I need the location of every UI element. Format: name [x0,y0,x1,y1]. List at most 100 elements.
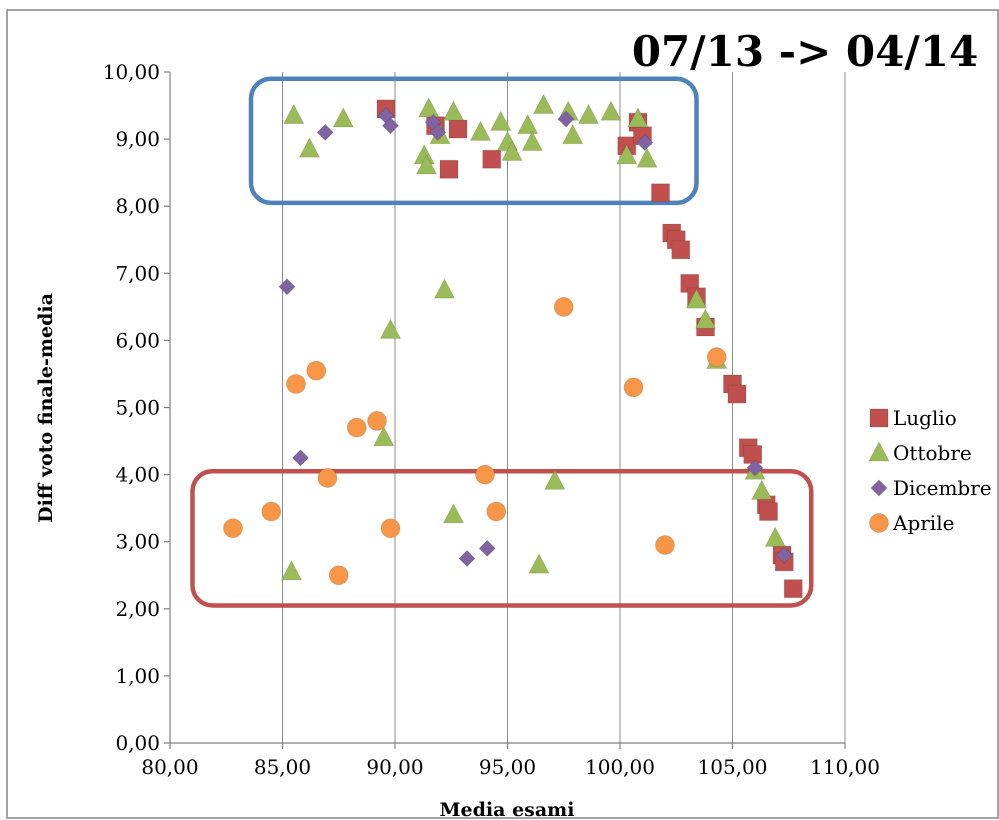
data-point-ottobre [627,107,649,128]
y-tick-label: 7,00 [115,261,160,285]
data-point-ottobre [532,93,555,114]
data-point-dicembre [316,123,334,141]
data-point-ottobre [332,107,354,128]
data-point-dicembre [429,123,447,141]
x-tick-label: 110,00 [810,755,880,779]
data-point-luglio [759,502,778,521]
y-axis-title: Diff voto finale-media [35,293,57,523]
data-point-ottobre [685,288,708,309]
legend-label-aprile: Aprile [892,511,954,535]
x-axis-title: Media esami [440,799,575,820]
data-point-aprile [367,411,387,431]
data-point-ottobre [694,308,717,329]
data-point-ottobre [469,120,492,141]
grid-lines [282,72,846,743]
data-point-dicembre [775,546,793,564]
data-point-ottobre [298,137,321,158]
y-tick-label: 5,00 [115,396,160,420]
data-point-aprile [475,464,495,485]
data-point-ottobre [544,469,566,490]
data-point-aprile [223,518,243,539]
y-tick-label: 10,00 [103,60,160,84]
data-point-ottobre [600,100,622,121]
x-tick-label: 100,00 [585,755,655,779]
data-point-aprile [553,296,574,317]
data-point-luglio [439,159,459,179]
y-tick-label: 6,00 [115,328,160,352]
x-tick-label: 90,00 [366,755,423,779]
data-point-ottobre [433,278,456,299]
y-tick-label: 9,00 [115,127,160,151]
data-point-dicembre [478,539,496,557]
data-point-dicembre [746,459,764,477]
data-point-aprile [306,360,327,381]
data-point-dicembre [458,549,476,568]
y-tick-label: 0,00 [115,731,160,755]
data-point-aprile [486,501,507,522]
legend-marker-ottobre [868,441,890,462]
data-point-dicembre [291,449,310,467]
legend-marker-aprile [869,513,889,533]
data-point-ottobre [764,526,786,547]
data-point-ottobre [418,97,440,118]
data-point-dicembre [636,133,654,152]
legend-marker-dicembre [870,479,888,497]
data-point-aprile [328,565,349,586]
x-tick-label: 85,00 [254,755,311,779]
x-tick-label: 95,00 [479,755,536,779]
data-point-ottobre [562,123,584,145]
data-point-dicembre [381,117,400,135]
legend-marker-luglio [869,408,889,428]
legend-label-ottobre: Ottobre [893,441,972,465]
legend-label-luglio: Luglio [893,406,957,430]
data-point-ottobre [373,425,395,447]
data-point-aprile [317,468,338,488]
data-point-ottobre [636,147,658,168]
legend-label-dicembre: Dicembre [893,476,992,500]
data-point-ottobre [501,140,523,161]
y-tick-label: 2,00 [115,597,160,621]
data-point-luglio [482,149,502,169]
data-point-ottobre [415,154,438,175]
data-point-luglio [727,384,747,404]
data-point-ottobre [280,560,303,581]
data-point-ottobre [517,113,539,135]
data-point-ottobre [442,100,465,121]
data-point-ottobre [528,553,550,574]
y-tick-label: 4,00 [115,463,160,487]
data-point-aprile [706,347,727,368]
y-tick-label: 8,00 [115,194,160,218]
highlight-boxes [190,76,814,608]
data-point-ottobre [751,479,773,500]
legend: Luglio Ottobre Dicembre Aprile [868,406,992,535]
x-tick-label: 80,00 [141,755,198,779]
data-point-ottobre [442,503,465,524]
data-point-luglio [743,445,763,464]
data-point-ottobre [283,103,305,125]
axes: 0,00 1,00 2,00 3,00 4,00 5,00 6,00 7,00 8,00 9,00… [103,60,880,779]
data-point-aprile [286,374,306,394]
data-point-ottobre [577,103,600,125]
data-point-dicembre [278,278,296,296]
data-point-ottobre [379,318,402,339]
data-point-aprile [261,501,282,522]
x-tick-label: 105,00 [698,755,768,779]
y-tick-label: 1,00 [115,664,160,688]
highlight-box [190,468,814,608]
data-point-luglio [448,119,468,139]
data-point-dicembre [557,110,575,128]
data-point-aprile [346,417,367,438]
data-points [223,93,803,599]
data-point-ottobre [521,130,543,151]
chart-title: 07/13 -> 04/14 [632,27,978,76]
data-point-aprile [623,377,644,398]
data-point-luglio [651,183,670,203]
y-tick-label: 3,00 [115,530,160,554]
data-point-aprile [380,518,401,539]
data-point-aprile [655,535,675,555]
data-point-ottobre [490,110,512,131]
data-point-luglio [783,579,803,599]
data-point-ottobre [616,144,638,165]
highlight-box [248,76,699,206]
